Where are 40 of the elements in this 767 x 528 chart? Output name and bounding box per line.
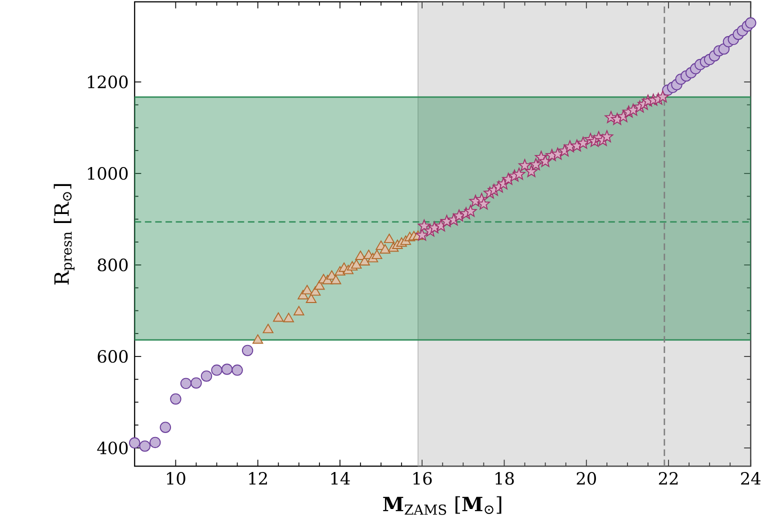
- point: [380, 244, 390, 254]
- point: [273, 312, 284, 322]
- y-tick-label: 1200: [88, 76, 128, 88]
- point: [372, 250, 382, 260]
- x-tick-label: 22: [658, 472, 678, 485]
- point: [262, 324, 274, 334]
- y-tick-label: 400: [97, 442, 128, 454]
- y-tick-label: 1000: [88, 167, 128, 180]
- point: [477, 198, 490, 210]
- point: [418, 219, 430, 232]
- x-tick-label: 16: [413, 472, 432, 485]
- y-tick-label: 800: [98, 258, 128, 272]
- x-axis-title: M$_{ZAMS}$ [M$_{⊙}$]: [383, 496, 502, 515]
- point: [525, 165, 538, 177]
- point: [512, 168, 526, 180]
- x-tick-label: 10: [167, 472, 186, 485]
- point: [440, 214, 454, 227]
- point: [539, 154, 552, 167]
- x-tick-label: 20: [576, 472, 596, 485]
- point: [359, 256, 370, 266]
- y-axis-title: R$_{presn}$ [R$_{⊙}$]: [54, 184, 74, 285]
- point: [351, 259, 362, 269]
- x-tick-label: 18: [496, 472, 514, 485]
- point: [330, 274, 342, 284]
- y-tick-label: 600: [98, 350, 128, 363]
- point: [656, 90, 670, 102]
- point: [294, 306, 304, 316]
- x-tick-label: 12: [249, 472, 267, 485]
- x-tick-label: 14: [331, 472, 350, 485]
- point: [283, 312, 294, 322]
- point: [252, 334, 264, 344]
- point: [302, 284, 312, 294]
- x-tick-label: 24: [741, 472, 761, 485]
- point: [384, 234, 395, 244]
- point: [306, 294, 317, 303]
- point: [530, 158, 542, 170]
- point: [518, 159, 532, 172]
- point: [464, 204, 477, 217]
- point: [416, 228, 428, 241]
- point: [600, 130, 614, 142]
